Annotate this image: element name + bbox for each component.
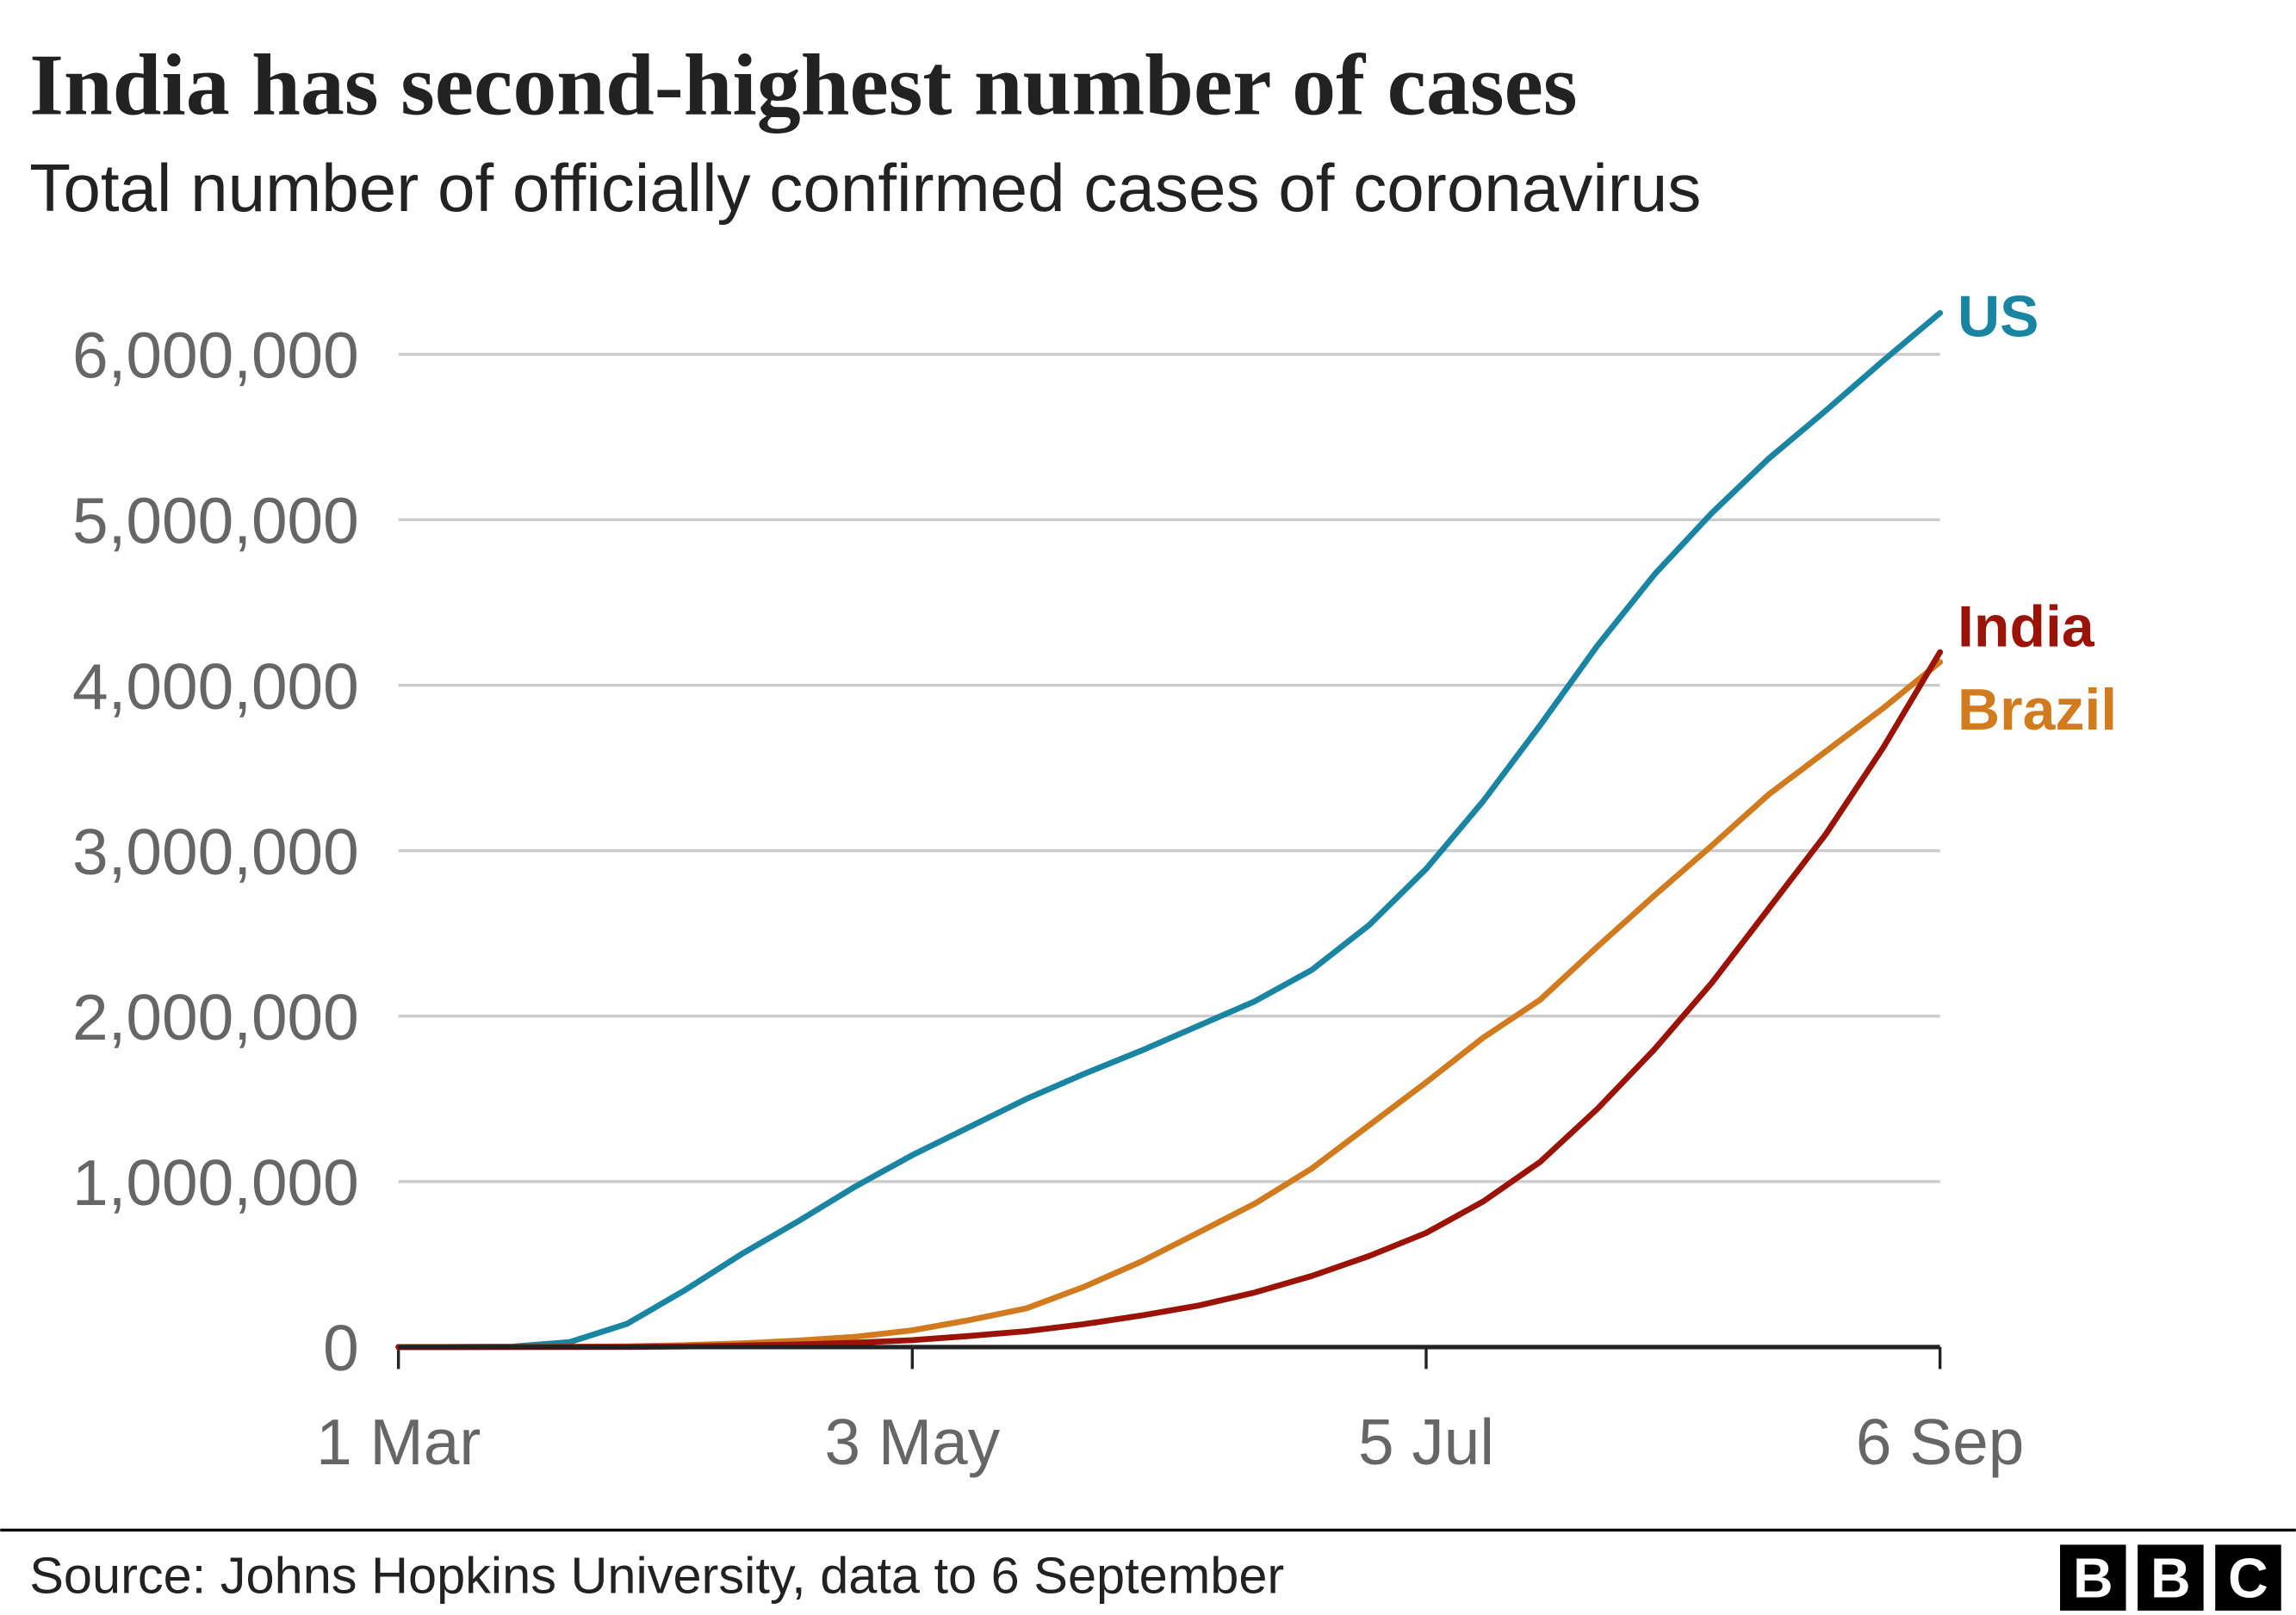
- series-line: [395, 659, 1944, 1351]
- y-tick-label: 0: [323, 1312, 359, 1384]
- y-tick-label: 4,000,000: [72, 650, 359, 723]
- x-tick-label: 5 Jul: [1358, 1406, 1494, 1478]
- series-label: Brazil: [1958, 677, 2117, 742]
- series-line: [395, 309, 1944, 1351]
- x-tick-label: 3 May: [824, 1406, 1000, 1478]
- source: Source: Johns Hopkins University, data t…: [29, 1547, 1284, 1605]
- series-label: US: [1958, 284, 2038, 350]
- series-line: [395, 649, 1944, 1351]
- y-tick-label: 1,000,000: [72, 1146, 359, 1219]
- x-tick-label: 1 Mar: [316, 1406, 481, 1478]
- y-tick-label: 6,000,000: [72, 320, 359, 392]
- logo-box: [2138, 1544, 2204, 1611]
- y-tick-label: 5,000,000: [72, 485, 359, 557]
- logo-box: [2060, 1544, 2126, 1611]
- logo-letter: B: [2073, 1548, 2113, 1610]
- series-label: India: [1958, 593, 2095, 659]
- logo-letter: C: [2228, 1548, 2268, 1610]
- logo-box: [2215, 1544, 2281, 1611]
- y-tick-label: 2,000,000: [72, 981, 359, 1053]
- x-tick-label: 6 Sep: [1856, 1406, 2024, 1478]
- chart-subtitle: Total number of officially confirmed cas…: [29, 150, 1701, 226]
- y-tick-label: 3,000,000: [72, 816, 359, 888]
- chart-title: India has second-highest number of cases: [29, 37, 1577, 134]
- logo-letter: B: [2150, 1548, 2191, 1610]
